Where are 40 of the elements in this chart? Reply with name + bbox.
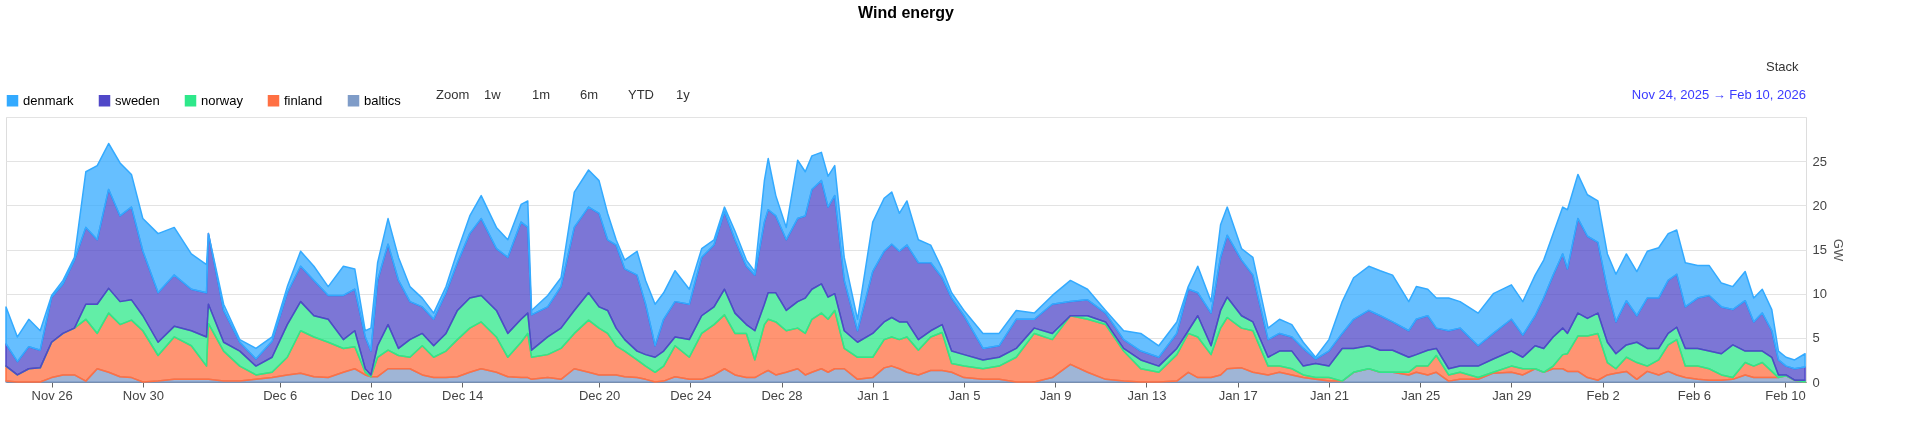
x-tick-label: Dec 24 [670, 387, 712, 403]
x-tick-label: Nov 26 [31, 387, 73, 403]
y-tick-label: 5 [1812, 330, 1820, 346]
x-tick-label: Dec 6 [263, 387, 298, 403]
text: 1m [532, 87, 551, 102]
x-tick-label: Jan 29 [1492, 387, 1532, 403]
legend-label: norway [201, 92, 244, 108]
text: 1y [676, 87, 691, 102]
x-tick-label: Dec 14 [442, 387, 484, 403]
x-tick-label: Jan 25 [1401, 387, 1441, 403]
x-tick-label: Jan 9 [1039, 387, 1072, 403]
y-axis-title: GW [1830, 238, 1846, 262]
legend-label: finland [284, 92, 323, 108]
text: Nov 24, 2025 → Feb 10, 2026 [1631, 87, 1806, 102]
x-tick-label: Jan 21 [1309, 387, 1349, 403]
text: 1w [484, 87, 502, 102]
chart-title: Wind energy [858, 4, 955, 21]
text: YTD [628, 87, 654, 102]
y-tick-label: 15 [1812, 242, 1827, 257]
x-tick-label: Jan 13 [1127, 387, 1167, 403]
x-tick-label: Jan 17 [1218, 387, 1258, 403]
x-tick-label: Nov 30 [122, 387, 164, 403]
x-tick-label: Feb 10 [1765, 387, 1806, 403]
legend-label: baltics [364, 92, 402, 108]
y-tick-label: 0 [1812, 374, 1820, 390]
legend-label: sweden [115, 92, 160, 108]
x-tick-label: Feb 2 [1586, 387, 1620, 403]
text: 6m [580, 87, 599, 102]
y-tick-label: 25 [1812, 153, 1827, 169]
legend-label: denmark [23, 92, 75, 108]
x-tick-label: Dec 10 [350, 387, 393, 403]
text: Zoom [436, 87, 470, 102]
x-tick-label: Dec 28 [761, 387, 803, 403]
y-tick-label: 10 [1812, 286, 1827, 302]
x-tick-label: Jan 1 [857, 387, 890, 403]
x-tick-label: Feb 6 [1677, 387, 1711, 403]
text: Stack [1766, 59, 1800, 74]
x-tick-label: Jan 5 [948, 387, 981, 403]
y-tick-label: 20 [1812, 197, 1827, 213]
x-tick-label: Dec 20 [578, 387, 621, 403]
